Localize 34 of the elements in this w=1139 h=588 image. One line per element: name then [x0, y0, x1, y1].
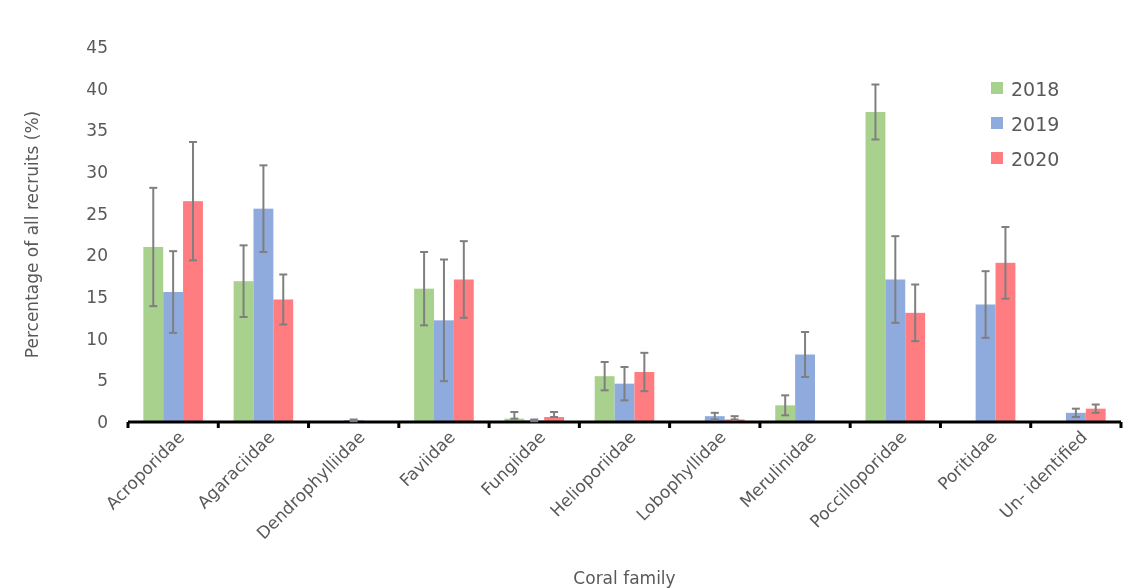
bar [414, 288, 435, 422]
bar [634, 372, 655, 422]
y-tick-label: 35 [86, 120, 108, 141]
x-axis-title: Coral family [573, 568, 676, 588]
bar [594, 376, 615, 422]
bar [253, 208, 274, 422]
bar [775, 405, 796, 422]
legend-label: 2019 [1011, 112, 1060, 135]
bar [865, 112, 886, 422]
bar [795, 354, 815, 422]
bar [975, 304, 996, 422]
y-tick-label: 15 [86, 286, 108, 307]
y-axis-title: Percentage of all recruits (%) [22, 110, 42, 359]
y-tick-label: 45 [86, 36, 108, 57]
y-tick-label: 10 [86, 328, 108, 349]
bar [434, 320, 454, 422]
y-tick-label: 40 [86, 78, 108, 99]
bar [905, 312, 926, 422]
legend-label: 2018 [1011, 77, 1060, 100]
y-tick-label: 5 [97, 370, 108, 391]
y-tick-label: 0 [97, 411, 108, 432]
bar [995, 262, 1016, 422]
bar [183, 201, 203, 422]
y-tick-label: 20 [86, 245, 108, 266]
bar [614, 383, 635, 422]
bar [885, 279, 906, 422]
y-tick-label: 25 [86, 203, 108, 224]
bar [233, 281, 254, 422]
bar [273, 299, 294, 422]
bar [143, 247, 164, 422]
bar [163, 292, 184, 422]
legend-label: 2020 [1011, 147, 1060, 170]
y-tick-label: 30 [86, 161, 108, 182]
bar [453, 279, 474, 422]
